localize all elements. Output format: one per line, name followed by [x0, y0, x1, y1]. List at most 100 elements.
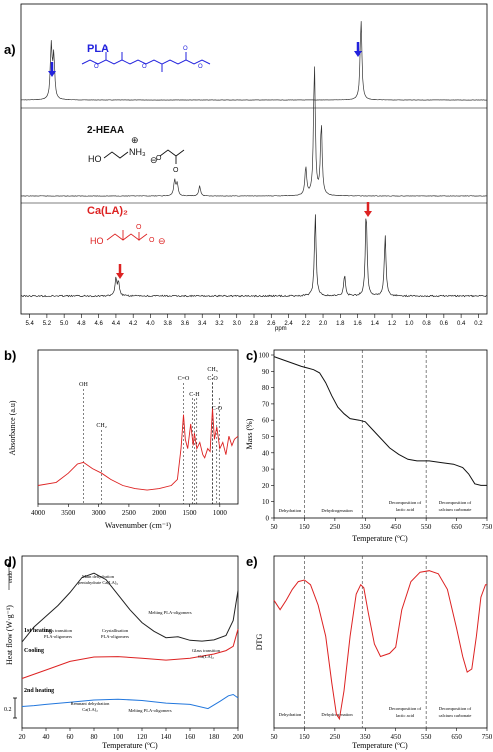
tga-region-label: Dehydration — [279, 508, 302, 513]
tga-y-tick-label: 0 — [266, 515, 270, 523]
dsc-annotation: Glass transition — [44, 628, 73, 633]
dtg-x-tick-label: 350 — [360, 733, 371, 741]
panel-label-d: d) — [4, 554, 16, 569]
dsc-x-tick-label: 140 — [161, 733, 172, 741]
svg-text:O: O — [198, 64, 203, 70]
nmr-x-tick-label: 4.4 — [112, 321, 121, 327]
dtg-region-label: Decomposition of — [439, 706, 472, 711]
nmr-series-line — [21, 21, 488, 101]
dsc-annotation: Main dehydration — [82, 574, 115, 579]
nmr-x-tick-label: 5.2 — [43, 321, 52, 327]
dsc-annotation: Remnant dehydration — [71, 701, 111, 706]
nmr-x-tick-label: 3.2 — [215, 321, 224, 327]
heaa-minus-label: ⊖ — [150, 155, 158, 165]
tga-y-tick-label: 50 — [262, 433, 270, 441]
tga-region-label: lactic acid — [396, 507, 415, 512]
pla-arrow-right-icon — [354, 42, 362, 57]
tga-x-tick-label: 550 — [421, 523, 432, 531]
dtg-panel: 50 150 250 350 450 550 650 750 Dehydration Dehydr… — [255, 555, 493, 750]
dsc-series-line — [21, 572, 239, 643]
tga-x-tick-label: 50 — [271, 523, 279, 531]
dsc-endo-label: endo — [8, 571, 14, 583]
dtg-x-tick-label: 50 — [271, 733, 279, 741]
ftir-x-tick-label: 2500 — [122, 509, 137, 517]
tga-xlabel: Temperature (ºC) — [352, 534, 408, 543]
tga-x-tick-label: 750 — [482, 523, 493, 531]
nmr-x-tick-label: 2.2 — [302, 321, 311, 327]
ftir-x-tick-label: 4000 — [31, 509, 46, 517]
dsc-x-tick-label: 80 — [91, 733, 99, 741]
nmr-x-tick-label: 3.6 — [181, 321, 190, 327]
ftir-annotation-label: OH — [79, 382, 88, 388]
dsc-x-tick-label: 120 — [137, 733, 148, 741]
ftir-annotation-label: C-H — [189, 392, 200, 398]
dsc-annotation: PLA-oligomers — [101, 634, 129, 639]
ftir-annotation-label: CH₂ — [96, 423, 106, 429]
ftir-x-tick-label: 1500 — [183, 509, 198, 517]
tga-y-tick-label: 70 — [262, 400, 270, 408]
ftir-frame — [37, 349, 239, 505]
dsc-annotation: Glass transition — [192, 648, 221, 653]
pla-arrow-left-icon — [48, 62, 56, 77]
nmr-x-tick-label: 0.4 — [457, 321, 466, 327]
dtg-region-label: Decomposition of — [389, 706, 422, 711]
ftir-panel: 4000 3500 3000 2500 2000 1500 1000 OH CH₂ C=O C-H C… — [8, 349, 239, 530]
dsc-segment-label: 1st heating — [24, 628, 52, 634]
ftir-series-line — [37, 408, 239, 491]
ftir-annotation-label: C=O — [178, 376, 190, 382]
dtg-region-label: Dehydration — [279, 712, 302, 717]
dsc-panel: 20 40 60 80 100 120 140 160 180 200 1st heating Coo… — [4, 555, 244, 750]
tga-y-tick-label: 20 — [262, 482, 270, 490]
ftir-xlabel: Wavenumber (cm⁻¹) — [105, 521, 172, 530]
tga-x-tick-label: 150 — [299, 523, 310, 531]
dsc-series-line — [21, 628, 239, 679]
ftir-x-tick-label: 3000 — [92, 509, 107, 517]
tga-plot: 50 150 250 350 450 550 650 750 0 10 20 30 40 50 60 70 80… — [259, 350, 493, 531]
tga-y-tick-label: 40 — [262, 449, 270, 457]
ftir-x-tick-label: 3500 — [61, 509, 76, 517]
dtg-x-tick-label: 250 — [330, 733, 341, 741]
svg-text:O: O — [142, 64, 147, 70]
tga-x-tick-label: 250 — [330, 523, 341, 531]
nmr-series-line — [20, 66, 488, 197]
ca-la2-structure-icon: HO ⊖ O O — [90, 224, 166, 246]
compound-label-ca-la2: Ca(LA)₂ — [87, 205, 128, 217]
svg-text:O: O — [173, 167, 179, 174]
dsc-x-tick-label: 60 — [67, 733, 75, 741]
tga-x-tick-label: 450 — [390, 523, 401, 531]
nmr-x-tick-label: 5.0 — [60, 321, 69, 327]
dsc-x-tick-label: 160 — [185, 733, 196, 741]
pla-structure-icon: O O O O O — [81, 46, 211, 72]
ftir-x-tick-label: 1000 — [213, 509, 228, 517]
dtg-region-label: calcium carbonate — [439, 713, 472, 718]
dsc-plot: 20 40 60 80 100 120 140 160 180 200 1st heating Coo… — [19, 572, 244, 741]
dtg-plot: 50 150 250 350 450 550 650 750 Dehydration Dehydr… — [271, 556, 493, 741]
ftir-plot: 4000 3500 3000 2500 2000 1500 1000 OH CH₂ C=O C-H C… — [31, 367, 239, 517]
dsc-segment-label: 2nd heating — [24, 688, 54, 694]
svg-text:O: O — [156, 155, 162, 162]
tga-series-line — [273, 356, 487, 486]
tga-region-label: Decomposition of — [389, 500, 422, 505]
ftir-annotation-label: C-O — [207, 376, 218, 382]
panel-label-c: c) — [246, 348, 258, 363]
ftir-x-tick-label: 2000 — [152, 509, 167, 517]
nmr-x-tick-label: 2.8 — [250, 321, 259, 327]
dsc-annotation: Melting PLA-oligomers — [148, 610, 192, 615]
dsc-annotation: Crystallisation — [102, 628, 129, 633]
dtg-x-tick-label: 650 — [451, 733, 462, 741]
dsc-frame — [21, 555, 239, 729]
nmr-series-line — [20, 214, 488, 298]
tga-y-tick-label: 80 — [262, 384, 270, 392]
dtg-x-tick-label: 550 — [421, 733, 432, 741]
nmr-x-tick-label: 0.2 — [474, 321, 483, 327]
dsc-xlabel: Temperature (ºC) — [102, 741, 158, 750]
dtg-x-tick-label: 150 — [299, 733, 310, 741]
nmr-xlabel: ppm — [275, 326, 287, 332]
dsc-x-tick-label: 180 — [209, 733, 220, 741]
compound-label-pla: PLA — [87, 43, 109, 55]
dsc-x-tick-label: 200 — [233, 733, 244, 741]
tga-panel: 50 150 250 350 450 550 650 750 0 10 20 30 40 50 60 70 80… — [245, 349, 493, 543]
nmr-x-tick-label: 3.8 — [164, 321, 173, 327]
ca-la2-ho-label: HO — [90, 236, 104, 246]
